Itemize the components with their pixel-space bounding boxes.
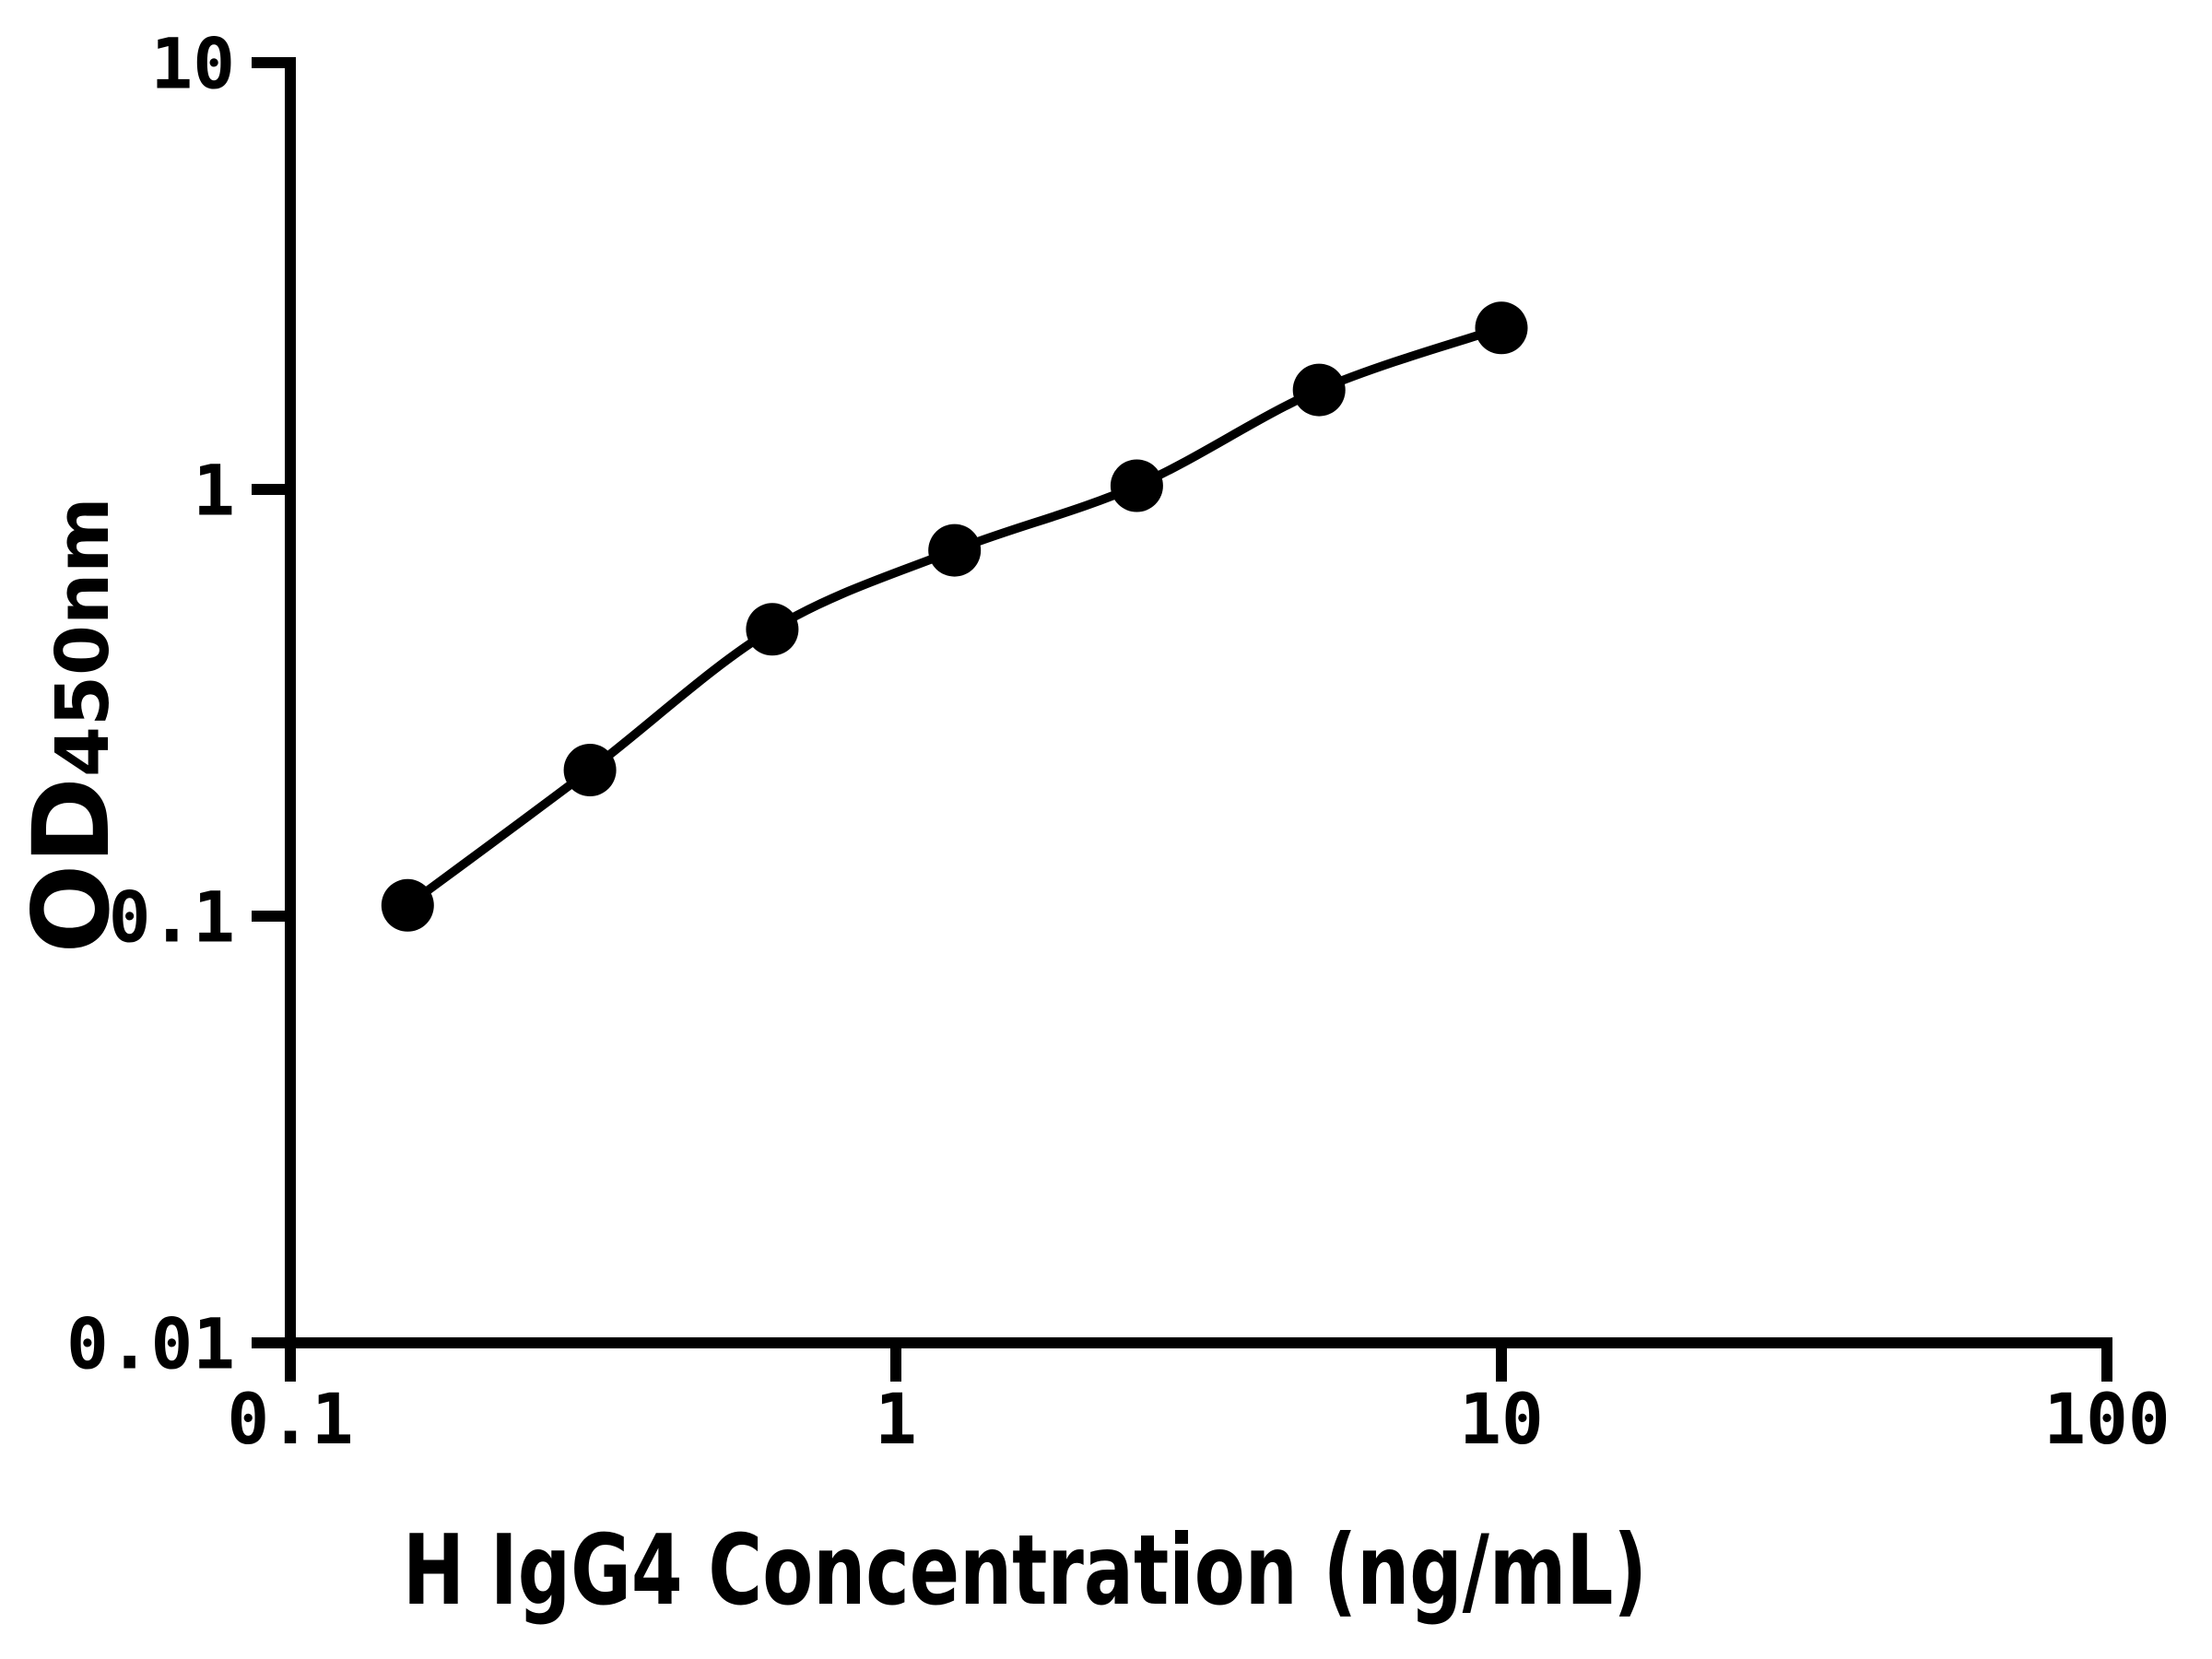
x-tick-label: 1 — [875, 1378, 917, 1460]
y-tick-label: 10 — [150, 22, 235, 104]
data-points — [381, 301, 1528, 932]
y-axis-title: OD450nm — [10, 497, 133, 953]
x-tick-label: 0.1 — [227, 1378, 353, 1460]
x-tick-label: 10 — [1459, 1378, 1544, 1460]
y-axis-title-subscript: 450nm — [41, 497, 125, 776]
data-point — [1110, 459, 1163, 512]
y-tick-label: 0.1 — [109, 876, 235, 958]
x-tick-label: 100 — [2043, 1378, 2170, 1460]
plot-axes — [252, 57, 2112, 1382]
x-axis-title: H IgG4 Concentration (ng/mL) — [403, 1514, 1647, 1627]
y-axis-title-main: OD — [10, 777, 133, 954]
axis-spine — [285, 57, 2112, 1348]
y-tick-label: 1 — [193, 449, 235, 531]
data-point — [563, 744, 617, 796]
y-tick-label: 0.01 — [66, 1302, 235, 1384]
data-point — [1475, 301, 1528, 355]
data-point — [928, 524, 982, 577]
data-point — [746, 603, 799, 656]
data-point — [1292, 363, 1346, 417]
data-point — [381, 878, 434, 932]
standard-curve-line — [403, 324, 1506, 911]
y-tick-labels: 10 1 0.1 0.01 — [66, 22, 235, 1384]
x-tick-labels: 0.1 1 10 100 — [227, 1378, 2170, 1460]
fit-curve-path — [403, 324, 1506, 911]
